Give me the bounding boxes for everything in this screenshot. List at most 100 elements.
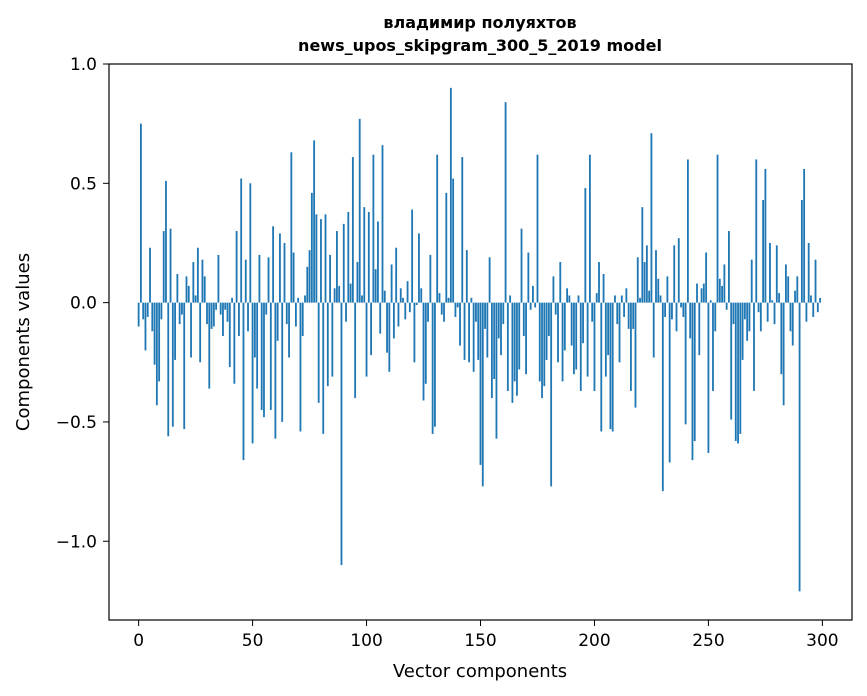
y-tick-label: 1.0 [70, 55, 97, 75]
bar-component-0 [137, 302, 140, 327]
bar-component-275 [764, 169, 767, 303]
bar-component-189 [568, 295, 571, 303]
bar-component-41 [231, 297, 233, 303]
bar-component-43 [235, 231, 238, 303]
bar-component-238 [680, 302, 682, 308]
bar-component-230 [661, 302, 664, 492]
bar-component-145 [468, 302, 471, 363]
y-axis-label: Components values [13, 253, 34, 431]
bar-component-294 [807, 242, 810, 303]
bar-component-78 [315, 214, 318, 303]
bar-component-10 [160, 302, 163, 320]
bar-component-244 [693, 302, 696, 442]
bar-component-56 [265, 302, 268, 315]
bar-component-168 [520, 228, 523, 303]
bar-component-167 [518, 302, 521, 370]
bar-component-47 [244, 259, 247, 303]
bar-component-61 [276, 302, 279, 341]
bar-component-93 [349, 283, 352, 303]
bar-component-102 [370, 302, 373, 356]
bar-component-4 [146, 302, 149, 317]
bar-component-268 [748, 302, 751, 332]
bar-component-272 [757, 302, 760, 313]
bar-component-198 [588, 154, 591, 303]
bar-component-179 [545, 302, 548, 360]
bar-component-185 [559, 262, 562, 303]
bar-component-116 [402, 297, 404, 303]
bar-component-105 [377, 221, 379, 303]
bar-component-122 [415, 302, 418, 306]
bar-component-74 [306, 266, 309, 303]
bar-component-269 [750, 259, 753, 303]
bar-component-248 [702, 283, 705, 303]
bar-component-222 [643, 262, 646, 303]
bar-component-256 [721, 285, 723, 303]
bar-component-253 [714, 302, 717, 332]
bar-component-251 [709, 300, 712, 303]
bar-component-247 [700, 288, 703, 303]
x-tick-label: 300 [806, 631, 838, 651]
bar-component-249 [705, 252, 708, 303]
bar-component-157 [495, 302, 498, 439]
bar-component-180 [547, 302, 550, 337]
bar-component-262 [734, 302, 737, 442]
bar-component-112 [392, 302, 395, 339]
bar-component-87 [336, 231, 338, 303]
bar-component-211 [618, 302, 621, 363]
bar-component-250 [707, 302, 710, 453]
bar-component-9 [158, 302, 161, 382]
bar-component-286 [789, 302, 792, 332]
bar-component-64 [283, 242, 286, 303]
bar-component-111 [390, 264, 393, 303]
bar-component-45 [240, 178, 243, 303]
bar-component-68 [292, 252, 295, 303]
y-tick-label: −0.5 [56, 413, 97, 433]
bar-component-77 [313, 140, 316, 303]
bar-component-134 [443, 302, 445, 322]
bar-component-296 [812, 302, 815, 317]
bar-component-71 [299, 302, 302, 432]
bar-component-196 [584, 188, 587, 303]
bar-component-16 [174, 302, 176, 360]
bar-component-254 [716, 154, 719, 303]
bar-component-127 [427, 302, 429, 322]
bar-component-106 [379, 302, 382, 334]
bar-component-89 [340, 302, 343, 566]
bar-component-235 [673, 245, 676, 303]
bar-component-193 [577, 295, 580, 303]
bar-component-212 [620, 295, 623, 303]
bar-component-65 [285, 302, 288, 325]
bar-component-98 [361, 295, 363, 303]
bar-component-236 [675, 302, 678, 332]
bar-component-142 [461, 157, 464, 303]
bar-component-100 [365, 302, 368, 377]
bar-component-14 [169, 228, 172, 303]
x-axis-ticks: 0 50 100 150 200 250 300 [133, 620, 839, 651]
bar-component-175 [536, 154, 539, 303]
bar-component-150 [479, 302, 482, 465]
bar-component-138 [452, 178, 455, 303]
bar-component-108 [383, 290, 386, 303]
bar-component-21 [185, 276, 188, 303]
bar-component-72 [301, 302, 304, 337]
bar-component-276 [766, 302, 769, 322]
bar-component-44 [238, 302, 240, 337]
bar-component-85 [331, 302, 334, 377]
bar-component-257 [723, 264, 726, 303]
y-tick-label: −1.0 [56, 532, 97, 552]
bar-component-159 [500, 302, 502, 356]
bar-component-1 [140, 123, 142, 303]
x-tick-label: 0 [133, 631, 144, 651]
bar-component-7 [153, 302, 156, 365]
bar-component-120 [411, 209, 414, 303]
bar-component-50 [251, 302, 254, 444]
bar-component-81 [322, 302, 325, 434]
bar-component-123 [418, 233, 420, 303]
bar-component-289 [796, 276, 799, 303]
bar-component-82 [324, 214, 327, 303]
bar-component-278 [771, 300, 774, 303]
bar-component-219 [636, 257, 639, 303]
bar-component-160 [502, 302, 505, 325]
bar-component-170 [525, 302, 527, 375]
bar-component-270 [753, 302, 755, 391]
